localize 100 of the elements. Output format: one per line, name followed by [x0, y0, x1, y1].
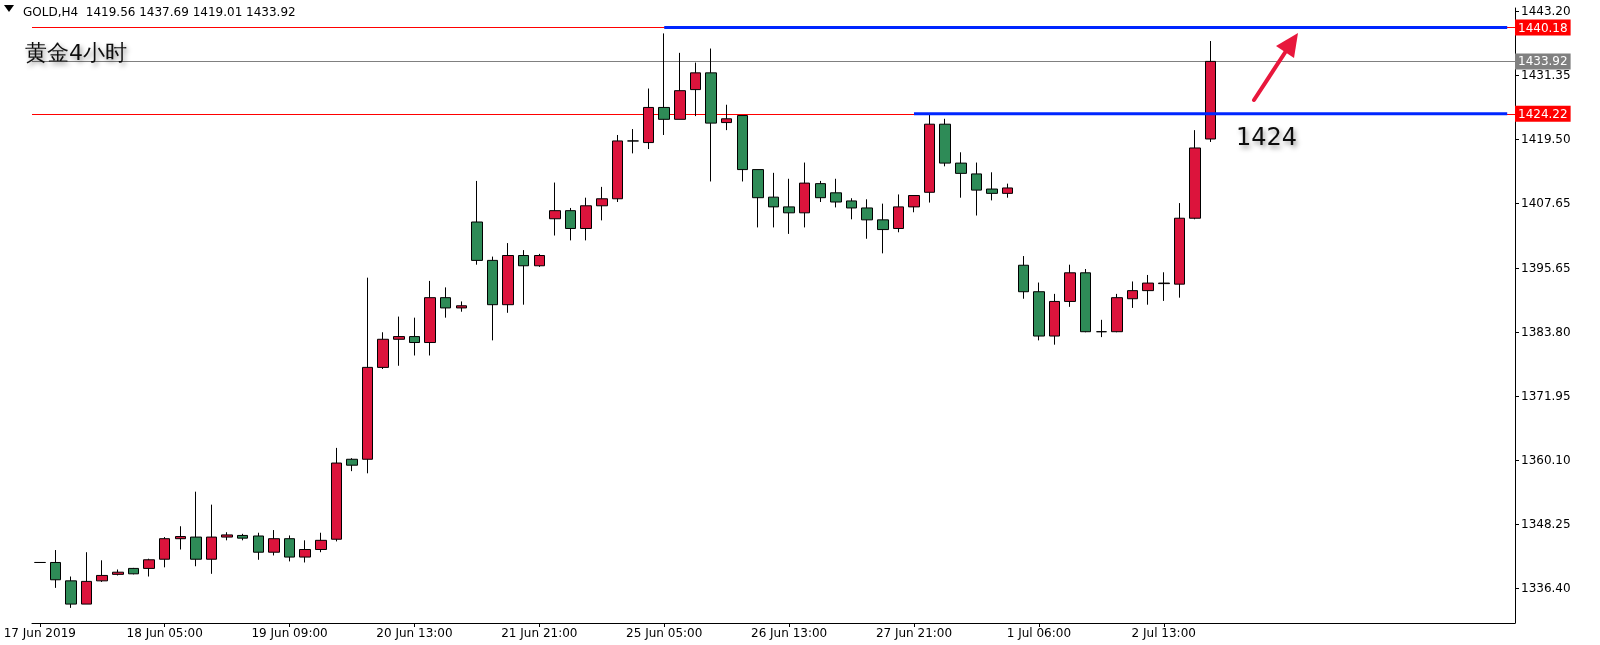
candlestick [1174, 202, 1185, 299]
candlestick [737, 115, 748, 182]
candlestick [815, 180, 826, 203]
candlestick [1205, 40, 1216, 143]
candlestick [1064, 264, 1076, 308]
x-tick-label: 27 Jun 21:00 [875, 626, 953, 640]
candlestick [440, 286, 451, 319]
ref-line-label: 1433.92 [1518, 54, 1568, 69]
candlestick [924, 113, 935, 204]
candlestick [939, 118, 951, 167]
candlestick [362, 277, 373, 474]
candlestick [424, 280, 436, 356]
x-tick-label: 19 Jun 09:00 [251, 626, 328, 640]
candlestick [456, 300, 467, 313]
y-tick-label: 1443.20 [1521, 4, 1571, 19]
candlestick [752, 169, 764, 228]
candlestick [1018, 255, 1029, 300]
candlestick [518, 249, 529, 306]
x-tick-label: 25 Jun 05:00 [626, 626, 703, 640]
candlestick [487, 256, 498, 341]
candlestick [893, 193, 904, 233]
candlestick [721, 104, 732, 131]
candlestick [159, 536, 170, 568]
y-tick-label: 1431.35 [1521, 68, 1571, 83]
text: 黄金4小时 [25, 39, 127, 65]
candlestick [768, 172, 779, 228]
candlestick [643, 88, 654, 150]
candlestick [206, 504, 217, 575]
candlestick [96, 559, 108, 583]
candlestick [674, 52, 686, 120]
candlestick [471, 180, 483, 266]
candlestick [346, 457, 358, 472]
candlestick [331, 447, 342, 542]
candlestick [534, 253, 545, 268]
candlestick [955, 151, 967, 199]
candlestick [143, 558, 155, 578]
candlestick [1049, 293, 1060, 346]
candlestick [65, 576, 77, 609]
candlestick [580, 197, 592, 241]
y-tick-label: 1383.80 [1521, 325, 1571, 340]
ref-line-label: 1440.18 [1518, 20, 1568, 35]
candlestick [549, 182, 561, 237]
x-tick-label: 26 Jun 13:00 [750, 626, 828, 640]
candlestick [377, 331, 389, 370]
candlestick [1189, 129, 1201, 220]
candlestick [612, 134, 623, 203]
candlestick [908, 195, 920, 213]
candlestick [830, 178, 842, 208]
y-tick-label: 1336.40 [1521, 581, 1571, 596]
y-tick-label: 1395.65 [1521, 261, 1571, 276]
candlestick [253, 532, 264, 561]
candlestick [81, 551, 92, 605]
candlestick [315, 532, 327, 553]
y-tick-label: 1348.25 [1521, 517, 1571, 532]
candlestick [221, 531, 233, 541]
candlestick [705, 48, 717, 182]
candlestick [1080, 268, 1091, 333]
candlestick [1033, 282, 1045, 341]
y-tick-label: 1371.95 [1521, 389, 1571, 404]
candlestick [658, 32, 670, 136]
x-tick-label: 21 Jun 21:00 [501, 626, 578, 640]
candlestick [1002, 183, 1013, 199]
candlestick [237, 533, 248, 541]
x-tick-label: 18 Jun 05:00 [126, 626, 203, 640]
candlestick [393, 316, 405, 367]
x-tick-label: 1 Jul 06:00 [1006, 626, 1072, 640]
candlestick [409, 317, 420, 356]
candlestick [1096, 319, 1107, 338]
candlestick [877, 203, 889, 254]
candlestick [565, 207, 576, 241]
candlestick [1127, 280, 1138, 309]
candlestick [799, 162, 810, 228]
x-tick-label: 2 Jul 13:00 [1131, 626, 1196, 640]
candlestick [690, 62, 701, 117]
candlestick [50, 549, 61, 589]
candlestick [783, 178, 795, 235]
candlestick [1158, 271, 1170, 302]
candlestick [299, 539, 311, 563]
candlestick [861, 198, 873, 240]
candlestick [1111, 293, 1123, 333]
candlestick [284, 534, 295, 562]
x-tick-label: 20 Jun 13:00 [376, 626, 453, 640]
candlestick [1142, 274, 1154, 306]
candlestick [128, 567, 139, 575]
candlestick [596, 186, 608, 221]
candlestick [986, 171, 998, 201]
y-tick-label: 1360.10 [1521, 453, 1571, 468]
candlestick [112, 569, 124, 576]
candlestick [175, 525, 186, 550]
y-tick-label: 1419.50 [1521, 132, 1571, 147]
annotation: 1424 [1236, 123, 1298, 151]
candlestick [190, 491, 202, 567]
chart-title: GOLD,H4 1419.56 1437.69 1419.01 1433.92 [23, 5, 296, 19]
ref-line-label: 1424.22 [1518, 106, 1568, 121]
candlestick [627, 128, 639, 154]
candlestick [846, 197, 857, 220]
y-tick-label: 1407.65 [1521, 196, 1571, 211]
x-tick-label: 17 Jun 2019 [3, 626, 76, 640]
candlestick [502, 242, 514, 314]
candlestick [971, 162, 982, 217]
